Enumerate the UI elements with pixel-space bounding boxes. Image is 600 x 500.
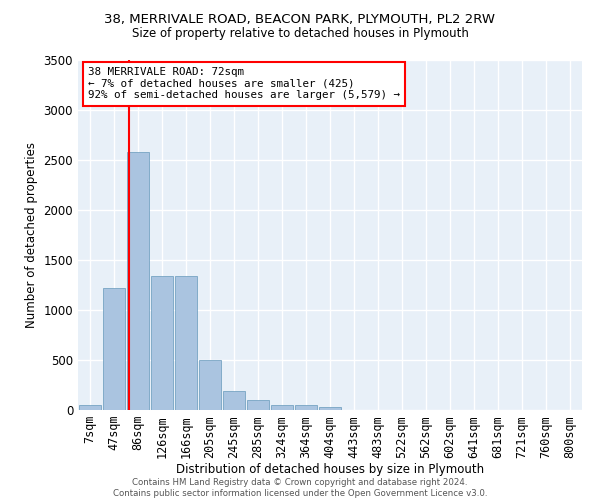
Bar — [79, 404, 101, 410]
Bar — [295, 405, 317, 410]
Bar — [199, 360, 221, 410]
Bar — [103, 288, 125, 410]
Text: 38 MERRIVALE ROAD: 72sqm
← 7% of detached houses are smaller (425)
92% of semi-d: 38 MERRIVALE ROAD: 72sqm ← 7% of detache… — [88, 67, 400, 100]
Bar — [175, 276, 197, 410]
Y-axis label: Number of detached properties: Number of detached properties — [25, 142, 38, 328]
Bar — [247, 400, 269, 410]
Text: Size of property relative to detached houses in Plymouth: Size of property relative to detached ho… — [131, 28, 469, 40]
Text: Contains HM Land Registry data © Crown copyright and database right 2024.
Contai: Contains HM Land Registry data © Crown c… — [113, 478, 487, 498]
Bar — [151, 276, 173, 410]
Bar — [271, 404, 293, 410]
Bar — [319, 407, 341, 410]
Bar — [223, 390, 245, 410]
X-axis label: Distribution of detached houses by size in Plymouth: Distribution of detached houses by size … — [176, 463, 484, 476]
Text: 38, MERRIVALE ROAD, BEACON PARK, PLYMOUTH, PL2 2RW: 38, MERRIVALE ROAD, BEACON PARK, PLYMOUT… — [104, 12, 496, 26]
Bar — [127, 152, 149, 410]
